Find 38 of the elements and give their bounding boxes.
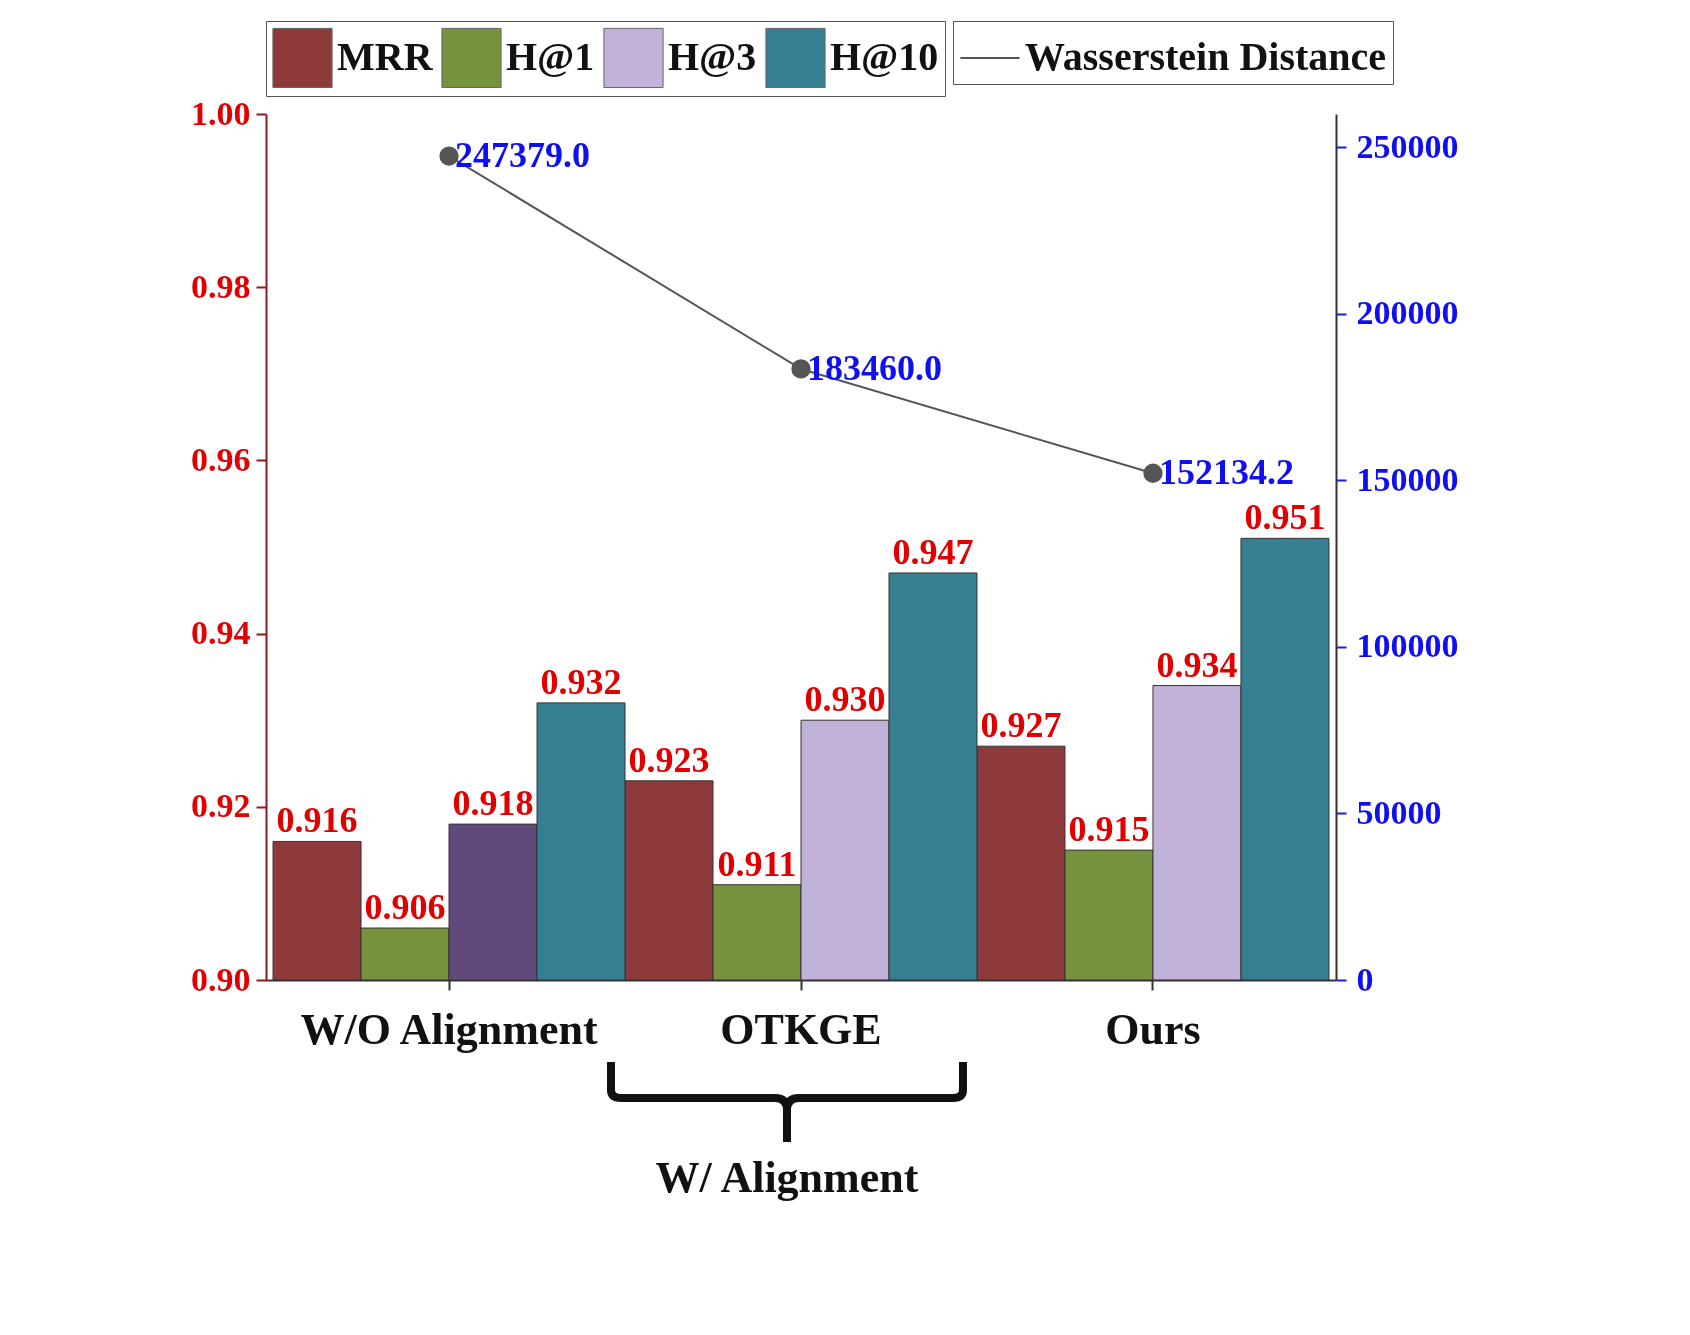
data-label: 0.915 [1068,809,1150,850]
data-label: 152134.2 [1158,452,1294,493]
text: W/ Alignment [654,1152,920,1203]
x-tick-label: Ours [1105,1004,1201,1054]
y2-tick-label: 200000 [1356,294,1459,332]
data-label: 0.918 [452,783,534,824]
legend-label: H@3 [668,33,757,79]
legend-label: H@1 [506,33,595,79]
point [791,359,811,379]
data-label: 0.906 [364,887,446,928]
data-label: 0.932 [540,661,622,702]
y-tick-label: 0.92 [191,787,251,825]
point [1143,463,1163,483]
data-label: 0.934 [1156,644,1238,685]
y2-tick-label: 250000 [1356,127,1459,165]
data-label: 0.923 [628,739,710,780]
data-label: 0.947 [892,531,974,572]
x-tick-label: OTKGE [720,1004,882,1054]
data-label: 0.930 [804,679,886,720]
y2-tick-label: 0 [1356,960,1374,998]
y-tick-label: 0.94 [191,614,251,652]
y-tick-label: 0.96 [191,440,251,478]
legend-label: H@10 [830,33,939,79]
data-label: 0.951 [1244,497,1326,538]
y2-tick-label: 50000 [1356,793,1442,831]
data-label: 183460.0 [807,347,942,388]
y2-tick-label: 150000 [1356,460,1459,498]
data-label: 0.911 [717,843,797,884]
x-tick-label: W/O Alignment [300,1004,598,1054]
data-label: 247379.0 [455,135,591,176]
y2-tick-label: 100000 [1356,627,1459,665]
legend-label: MRR [337,33,434,79]
data-label: 0.916 [276,800,358,841]
y-tick-label: 0.90 [191,960,251,998]
y-tick-label: 0.98 [191,267,251,305]
legend-label: Wasserstein Distance [1025,34,1387,79]
data-label: 0.927 [980,705,1062,746]
y-tick-label: 1.00 [191,94,251,132]
